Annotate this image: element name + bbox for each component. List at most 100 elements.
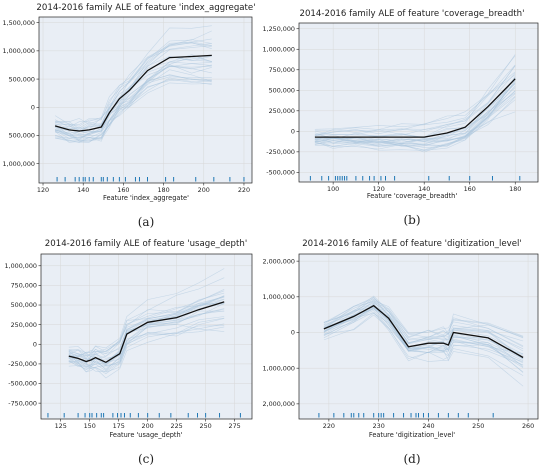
panel-b-replicate-line [314, 77, 516, 145]
panel-c-replicate-line [68, 317, 225, 373]
panel-b-replicate-line [314, 95, 516, 147]
panel-c-replicate-line [68, 298, 225, 370]
panel-a-ytick-label: 0 [31, 103, 35, 111]
panel-b: 2014-2016 family ALE of feature 'coverag… [262, 9, 539, 227]
panel-c-xtick-label: 250 [200, 422, 212, 430]
panel-d-ytick-label: 2,000,000 [262, 257, 295, 265]
panel-d-replicate-line [323, 298, 524, 339]
panel-a-replicate-line [54, 74, 212, 140]
panel-d-ytick-label: 0 [291, 329, 295, 337]
panel-c-ytick-label: 0 [33, 340, 37, 348]
panel-c-replicate-line [68, 296, 225, 356]
panel-d-plot-area [299, 254, 538, 419]
panel-d-xlabel: Feature 'digitization_level' [369, 431, 455, 439]
panel-b-replicate-line [314, 93, 516, 147]
panel-d-xtick-label: 260 [522, 422, 534, 430]
panel-c-caption: (c) [138, 452, 154, 466]
panel-b-ytick-label: -500,000 [266, 169, 295, 177]
panel-b-ytick-label: 500,000 [269, 86, 295, 94]
panel-d: 2014-2016 family ALE of feature 'digitiz… [262, 239, 539, 466]
panel-b-xtick-label: 100 [327, 185, 339, 193]
panel-d-replicate-line [323, 312, 524, 376]
panel-a-xtick-label: 160 [117, 186, 129, 194]
panel-d-xtick-label: 240 [422, 422, 434, 430]
panel-b-replicate-line [314, 54, 516, 130]
panel-a-replicate-line [55, 78, 212, 142]
panel-a-caption: (a) [138, 215, 155, 229]
panel-d-replicate-line [323, 304, 524, 356]
panel-b-ytick-label: 1,000,000 [262, 45, 295, 53]
panel-b-replicate-line [314, 64, 516, 137]
panel-c-replicate-line [68, 301, 225, 357]
panel-c-ytick-label: -750,000 [8, 399, 37, 407]
panel-a-replicate-line [54, 39, 212, 127]
panel-c-xtick-label: 200 [142, 422, 154, 430]
panel-a-axes-frame [38, 16, 253, 184]
panel-a-replicate-line [55, 56, 212, 134]
panel-b-xtick-label: 180 [509, 185, 521, 193]
panel-d-replicate-line [323, 301, 524, 343]
panel-d-axes-frame [298, 253, 539, 420]
panel-a-replicate-line [55, 25, 212, 125]
panel-c-ytick-label: -500,000 [8, 380, 37, 388]
panel-d-xtick-label: 220 [323, 422, 335, 430]
panel-b-xtick-label: 120 [373, 185, 385, 193]
panel-c-ytick-label: 250,000 [11, 321, 37, 329]
panel-b-replicate-line [314, 77, 516, 153]
panel-a-ytick-label: 500,000 [9, 132, 35, 140]
panel-d-ytick-label: 1,000,000 [262, 293, 295, 301]
panel-c-xtick-label: 125 [55, 422, 67, 430]
panel-c-replicate-line [68, 326, 225, 379]
panel-a-replicate-line [54, 76, 212, 143]
panel-c-ytick-label: 750,000 [11, 282, 37, 290]
panel-a-ytick-label: 1,000,000 [2, 47, 35, 55]
panel-b-replicate-line [314, 74, 516, 131]
panel-b-xtick-label: 160 [464, 185, 476, 193]
panel-b-ytick-label: 0 [291, 128, 295, 136]
panel-b-xlabel: Feature 'coverage_breadth' [367, 192, 458, 200]
panel-a-xtick-label: 120 [37, 186, 49, 194]
panel-b-ytick-label: -250,000 [266, 148, 295, 156]
panel-d-replicate-line [323, 313, 524, 369]
panel-d-replicate-line [323, 314, 524, 387]
panel-d-xtick-label: 250 [472, 422, 484, 430]
panel-d-ytick-label: 1,000,000 [262, 364, 295, 372]
panel-b-replicate-line [314, 82, 516, 143]
panel-a-xtick-label: 140 [77, 186, 89, 194]
panel-b-xtick-label: 140 [418, 185, 430, 193]
panel-c-replicate-line [68, 290, 225, 363]
panel-c-xtick-label: 225 [171, 422, 183, 430]
panel-a-ytick-label: 500,000 [9, 75, 35, 83]
panel-c-replicate-line [68, 295, 225, 368]
panel-a-replicate-line [55, 77, 212, 143]
panel-b-axes-frame [298, 22, 539, 183]
panel-d-replicate-line [323, 307, 524, 373]
panel-b-replicate-line [314, 55, 516, 137]
panel-c-xlabel: Feature 'usage_depth' [109, 431, 182, 439]
panel-c-replicate-line [68, 303, 225, 357]
panel-a-plot-area [39, 17, 252, 183]
panel-c-title: 2014-2016 family ALE of feature 'usage_d… [45, 239, 247, 249]
panel-d-ytick-label: 2,000,000 [262, 400, 295, 408]
panel-c-xtick-label: 150 [84, 422, 96, 430]
panel-b-ytick-label: 750,000 [269, 66, 295, 74]
panel-c-replicate-line [68, 292, 225, 357]
panel-c-axes-frame [40, 253, 253, 420]
panel-c-plot-area [41, 254, 252, 419]
panel-a-replicate-line [55, 42, 212, 131]
panel-c-xtick-label: 175 [113, 422, 125, 430]
panel-a-title: 2014-2016 family ALE of feature 'index_a… [36, 3, 255, 13]
panel-c-ale-line [68, 301, 225, 364]
panel-b-replicate-line [314, 92, 516, 140]
panel-a-xtick-label: 220 [238, 186, 250, 194]
panel-a-xtick-label: 180 [157, 186, 169, 194]
panel-b-title: 2014-2016 family ALE of feature 'coverag… [300, 9, 525, 19]
panel-c-ytick-label: 500,000 [11, 301, 37, 309]
panel-a-replicate-line [54, 42, 212, 128]
panel-b-caption: (b) [403, 213, 420, 227]
panel-c-ytick-label: 1,000,000 [4, 262, 37, 270]
panel-c-xtick-label: 275 [229, 422, 241, 430]
panel-b-replicate-line [314, 111, 516, 147]
panel-a: 2014-2016 family ALE of feature 'index_a… [2, 3, 255, 229]
panel-d-caption: (d) [403, 452, 420, 466]
